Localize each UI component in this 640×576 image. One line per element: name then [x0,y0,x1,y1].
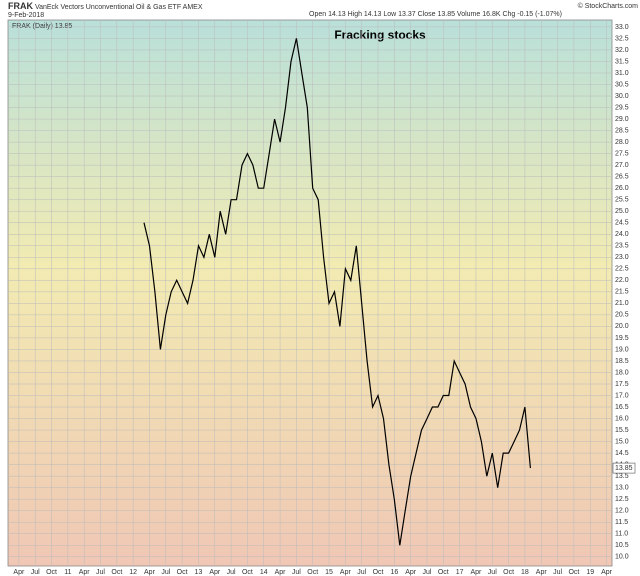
header-quote: Open 14.13 High 14.13 Low 13.37 Close 13… [309,11,562,18]
x-tick-label: Jul [292,569,301,576]
x-tick-label: Apr [601,569,613,576]
x-tick-label: 14 [260,569,268,576]
header-symbol: FRAK VanEck Vectors Unconventional Oil &… [8,1,203,11]
x-tick-label: Apr [536,569,548,576]
y-tick-label: 27.5 [615,150,629,157]
y-tick-label: 30.0 [615,93,629,100]
y-tick-label: 11.5 [615,519,628,526]
y-tick-label: 20.0 [615,323,629,330]
y-tick-label: 29.0 [615,116,629,123]
chart-title: Fracking stocks [334,28,426,42]
x-tick-label: Jul [227,569,236,576]
y-tick-label: 13.0 [615,485,629,492]
x-tick-label: Oct [568,569,579,576]
x-tick-label: Apr [144,569,156,576]
x-tick-label: 13 [195,569,203,576]
x-tick-label: Apr [405,569,417,576]
x-tick-label: Jul [96,569,105,576]
y-tick-label: 26.5 [615,174,629,181]
x-tick-label: Oct [503,569,514,576]
y-tick-label: 23.5 [615,243,629,250]
x-tick-label: Jul [553,569,562,576]
y-tick-label: 14.5 [615,450,629,457]
x-tick-label: Apr [79,569,91,576]
y-tick-label: 32.0 [615,47,629,54]
x-tick-label: Oct [111,569,122,576]
x-tick-label: 11 [64,569,71,576]
y-tick-label: 28.5 [615,127,629,134]
plot-area [7,19,613,567]
x-tick-label: Jul [31,569,40,576]
y-tick-label: 17.5 [615,381,629,388]
x-tick-label: Oct [307,569,318,576]
y-tick-label: 10.0 [615,554,629,561]
y-tick-label: 24.0 [615,231,629,238]
y-tick-label: 12.0 [615,508,629,515]
y-tick-label: 21.5 [615,289,629,296]
y-tick-label: 28.0 [615,139,629,146]
y-tick-label: 18.0 [615,369,629,376]
x-tick-label: Jul [423,569,432,576]
y-tick-label: 10.5 [615,542,629,549]
x-tick-label: Oct [373,569,384,576]
price-line [143,38,531,546]
x-tick-label: 17 [456,569,464,576]
x-tick-label: 15 [325,569,333,576]
y-tick-label: 33.0 [615,24,629,31]
x-tick-label: Jul [488,569,497,576]
y-tick-label: 24.5 [615,220,629,227]
y-tick-label: 30.5 [615,81,629,88]
y-tick-label: 19.0 [615,346,629,353]
y-tick-label: 11.0 [615,531,628,538]
y-tick-label: 13.5 [615,473,629,480]
x-tick-label: Apr [471,569,483,576]
y-tick-label: 22.5 [615,266,629,273]
x-tick-label: Apr [340,569,352,576]
y-tick-label: 19.5 [615,335,629,342]
y-tick-label: 18.5 [615,358,629,365]
y-tick-label: 23.0 [615,254,629,261]
x-tick-label: Jul [357,569,366,576]
y-tick-label: 16.0 [615,415,629,422]
x-tick-label: Jul [161,569,170,576]
x-tick-label: Oct [242,569,253,576]
y-tick-label: 26.0 [615,185,629,192]
x-tick-label: Apr [209,569,221,576]
x-tick-label: Oct [438,569,449,576]
x-tick-label: Apr [13,569,25,576]
y-tick-label: 22.0 [615,277,629,284]
x-tick-label: 19 [586,569,594,576]
x-tick-label: 16 [390,569,398,576]
y-tick-label: 12.5 [615,496,629,503]
y-tick-label: 31.0 [615,70,629,77]
y-tick-label: 15.5 [615,427,629,434]
x-tick-label: Oct [177,569,188,576]
x-tick-label: 18 [521,569,529,576]
y-tick-label: 15.0 [615,438,629,445]
legend: FRAK (Daily) 13.85 [12,23,72,30]
y-tick-label: 16.5 [615,404,629,411]
last-value-label: 13.85 [615,465,633,472]
x-tick-label: Apr [275,569,287,576]
y-tick-label: 20.5 [615,312,629,319]
y-tick-label: 21.0 [615,300,629,307]
y-tick-label: 25.0 [615,208,629,215]
y-tick-label: 29.5 [615,104,629,111]
y-tick-label: 25.5 [615,197,629,204]
y-tick-label: 27.0 [615,162,629,169]
x-tick-label: 12 [129,569,137,576]
x-tick-label: Oct [46,569,57,576]
y-tick-label: 31.5 [615,58,629,65]
header-date: 9-Feb-2018 [8,12,44,19]
y-tick-label: 17.0 [615,392,629,399]
last-value-box [612,462,636,474]
credit: © StockCharts.com [578,2,639,10]
y-tick-label: 32.5 [615,35,629,42]
